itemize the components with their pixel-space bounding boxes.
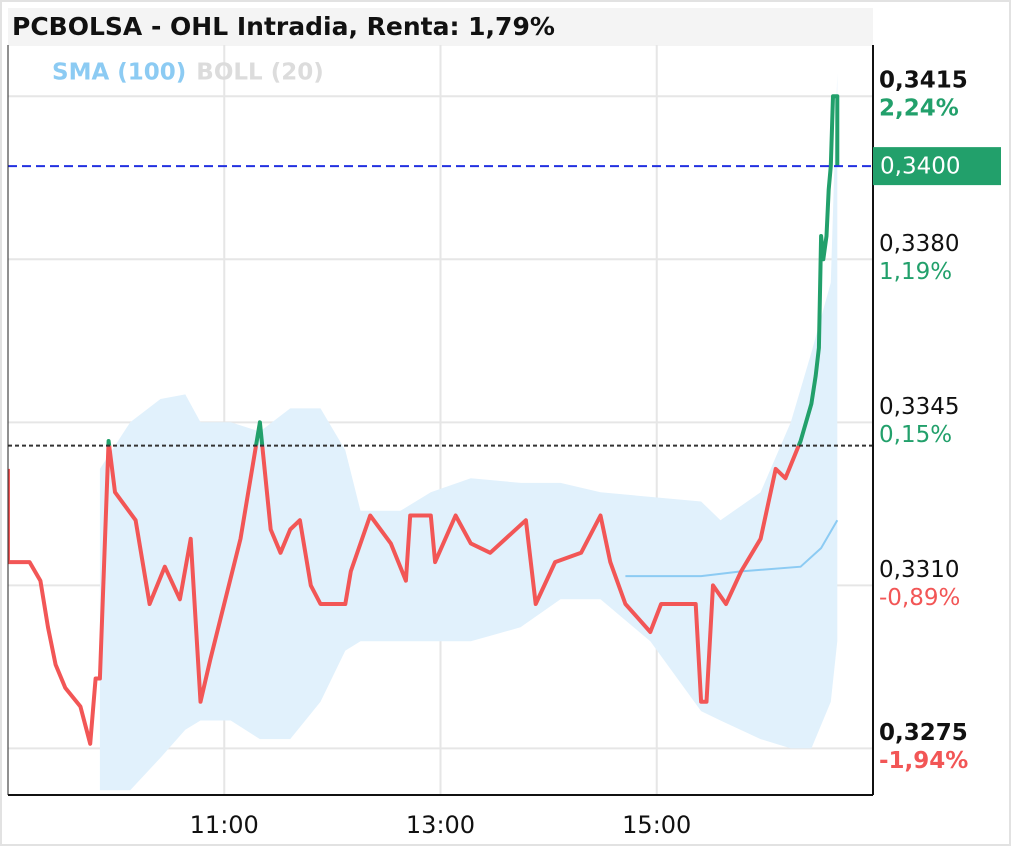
y-tick-change: 0,15% xyxy=(879,422,952,448)
y-tick-label: 0,3415 xyxy=(879,68,968,94)
x-tick-label: 11:00 xyxy=(190,811,259,839)
y-tick-change: -1,94% xyxy=(879,748,968,774)
x-tick-label: 13:00 xyxy=(406,811,475,839)
last-price-label: 0,3400 xyxy=(880,154,960,180)
price-line-down xyxy=(8,445,801,746)
x-tick-label: 15:00 xyxy=(622,811,691,839)
y-tick-change: -0,89% xyxy=(879,585,960,611)
last-price-tag xyxy=(873,147,1001,186)
bollinger-band xyxy=(99,73,838,791)
title-bar xyxy=(8,8,873,46)
sma-line xyxy=(625,519,839,578)
legend-boll: BOLL (20) xyxy=(196,60,323,86)
y-tick-label: 0,3345 xyxy=(879,394,959,420)
chart-title: PCBOLSA - OHL Intradia, Renta: 1,79% xyxy=(12,12,555,41)
y-tick-label: 0,3275 xyxy=(879,720,968,746)
y-tick-change: 2,24% xyxy=(879,96,959,122)
y-tick-label: 0,3380 xyxy=(879,231,959,257)
legend-sma: SMA (100) xyxy=(52,60,186,86)
y-tick-change: 1,19% xyxy=(879,259,952,285)
y-tick-label: 0,3310 xyxy=(879,557,959,583)
